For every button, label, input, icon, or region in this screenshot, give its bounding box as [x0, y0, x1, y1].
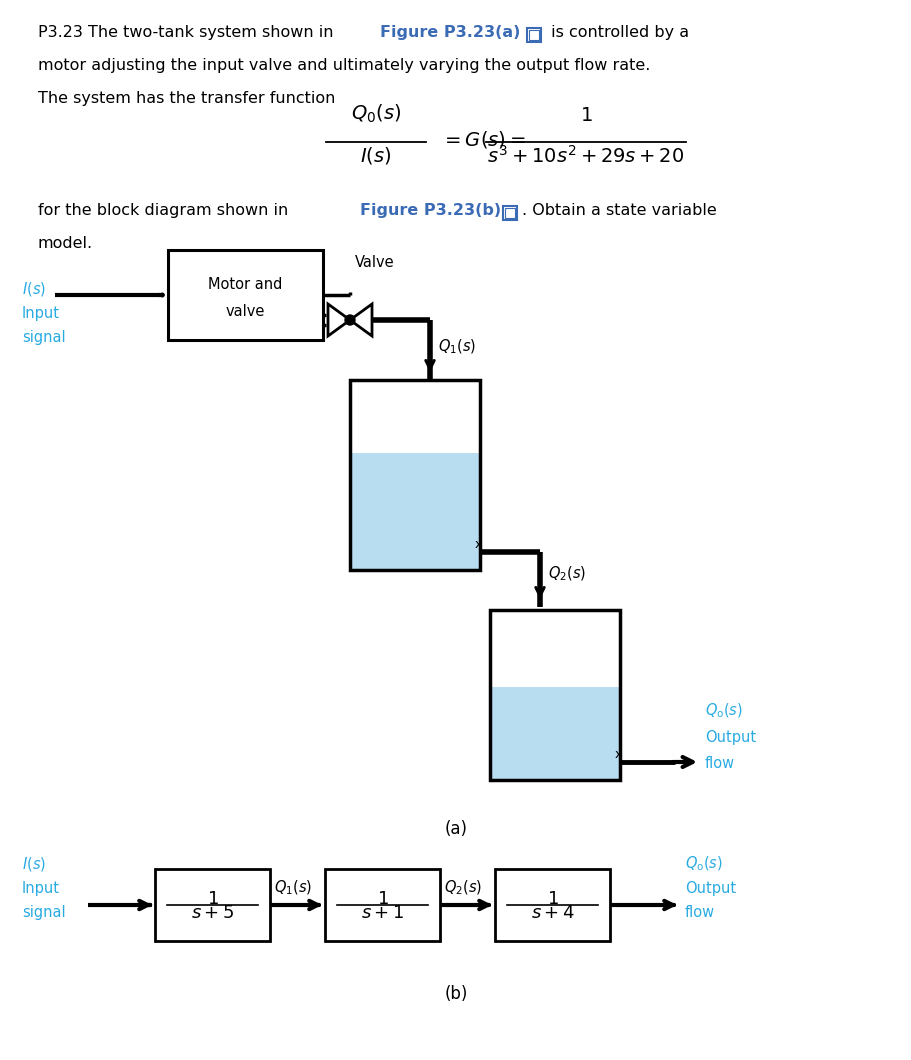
Text: $s+4$: $s+4$ — [530, 904, 574, 922]
Text: model.: model. — [38, 236, 93, 251]
Text: Output: Output — [684, 881, 735, 896]
Bar — [495, 869, 609, 941]
Text: P3.23 The two-tank system shown in: P3.23 The two-tank system shown in — [38, 25, 338, 40]
Polygon shape — [350, 304, 372, 336]
Text: Input: Input — [22, 306, 60, 321]
Polygon shape — [328, 304, 350, 336]
Bar — [168, 250, 322, 340]
Text: $1$: $1$ — [579, 106, 591, 125]
Bar — [527, 28, 540, 42]
Text: $Q_{\rm o}(s)$: $Q_{\rm o}(s)$ — [684, 855, 722, 873]
Text: $I(s)$: $I(s)$ — [360, 145, 392, 166]
Text: . Obtain a state variable: . Obtain a state variable — [521, 204, 716, 218]
Text: $1$: $1$ — [376, 890, 388, 908]
Text: $s+1$: $s+1$ — [361, 904, 404, 922]
Text: $Q_2(s)$: $Q_2(s)$ — [548, 565, 586, 583]
Bar — [350, 379, 479, 570]
Text: $= G(s) =$: $= G(s) =$ — [441, 129, 525, 151]
Text: $s^3 + 10s^2 + 29s + 20$: $s^3 + 10s^2 + 29s + 20$ — [486, 145, 684, 166]
Circle shape — [344, 315, 354, 325]
Text: $Q_1(s)$: $Q_1(s)$ — [273, 879, 312, 897]
Bar — [324, 869, 439, 941]
Bar — [489, 687, 619, 780]
Text: flow: flow — [684, 905, 714, 920]
Text: $Q_2(s)$: $Q_2(s)$ — [444, 879, 482, 897]
Text: valve: valve — [226, 304, 265, 319]
Text: (b): (b) — [444, 985, 467, 1003]
Text: $Q_1(s)$: $Q_1(s)$ — [437, 338, 476, 356]
Text: flow: flow — [704, 756, 734, 771]
Bar — [505, 208, 515, 218]
Bar — [528, 30, 538, 40]
Text: signal: signal — [22, 330, 66, 345]
Text: $1$: $1$ — [207, 890, 218, 908]
Text: is controlled by a: is controlled by a — [546, 25, 689, 40]
Text: $s+5$: $s+5$ — [190, 904, 234, 922]
Text: signal: signal — [22, 905, 66, 920]
Text: $I(s)$: $I(s)$ — [22, 280, 46, 298]
Text: Output: Output — [704, 730, 755, 745]
Text: The system has the transfer function: The system has the transfer function — [38, 91, 335, 106]
Text: Input: Input — [22, 881, 60, 896]
Text: (a): (a) — [444, 820, 467, 838]
Text: $1$: $1$ — [546, 890, 558, 908]
Text: for the block diagram shown in: for the block diagram shown in — [38, 204, 293, 218]
Text: x: x — [614, 747, 621, 760]
Text: motor adjusting the input valve and ultimately varying the output flow rate.: motor adjusting the input valve and ulti… — [38, 58, 650, 73]
Bar — [489, 610, 619, 780]
Text: Valve: Valve — [354, 255, 394, 270]
Text: $Q_0(s)$: $Q_0(s)$ — [351, 103, 401, 125]
Text: Motor and: Motor and — [208, 277, 282, 292]
Bar — [503, 206, 517, 220]
Text: $Q_{\rm o}(s)$: $Q_{\rm o}(s)$ — [704, 702, 742, 721]
Bar — [350, 453, 479, 570]
Text: $I(s)$: $I(s)$ — [22, 855, 46, 873]
Text: Figure P3.23(a): Figure P3.23(a) — [380, 25, 520, 40]
Text: x: x — [474, 537, 481, 550]
Text: Figure P3.23(b): Figure P3.23(b) — [360, 204, 500, 218]
Bar — [155, 869, 270, 941]
